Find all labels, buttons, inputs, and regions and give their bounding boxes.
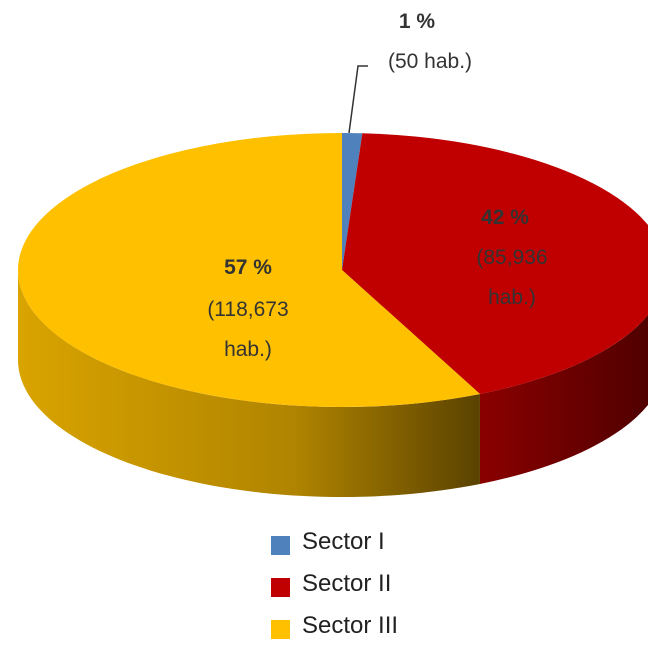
pie-slice xyxy=(18,133,480,407)
value-label: 1 % xyxy=(398,10,436,33)
legend-label: Sector III xyxy=(302,612,399,639)
value-label: 57 % xyxy=(224,256,272,279)
population-label: (118,673 hab.) xyxy=(207,298,289,361)
legend-swatch xyxy=(271,620,290,639)
population-label: (50 hab.) xyxy=(387,50,473,73)
value-label: 42 % xyxy=(481,206,529,229)
pie-slice xyxy=(342,133,363,270)
legend-swatch xyxy=(271,536,290,555)
slice-side xyxy=(479,314,648,484)
slice-side xyxy=(18,270,480,497)
leader-line xyxy=(348,65,368,134)
legend-label: Sector I xyxy=(302,528,385,555)
population-label: (85,936 hab.) xyxy=(476,246,548,309)
legend-label: Sector II xyxy=(302,570,392,597)
pie-slice xyxy=(342,133,648,394)
legend-swatch xyxy=(271,578,290,597)
